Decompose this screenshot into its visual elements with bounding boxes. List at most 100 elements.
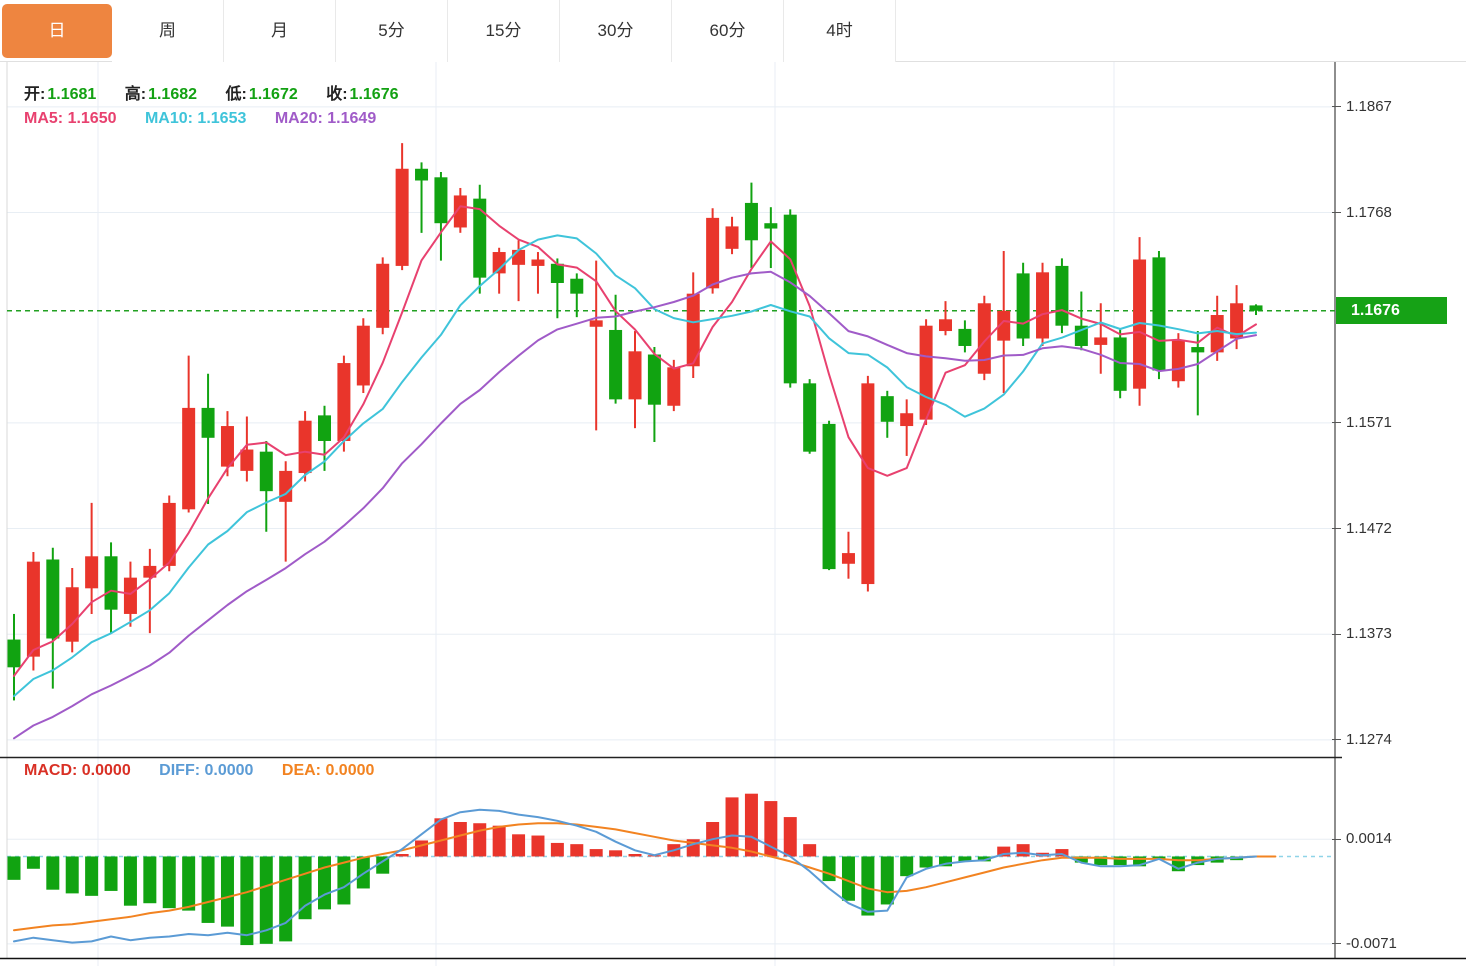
candle-body xyxy=(803,383,817,452)
ohlc-open: 开: 1.1681 xyxy=(24,86,96,103)
macd-histogram-bar xyxy=(783,817,797,857)
macd-axis-label-tickmark xyxy=(1332,838,1341,840)
macd-histogram-bar xyxy=(104,856,118,891)
macd-histogram-bar xyxy=(589,849,603,857)
candle-body xyxy=(861,383,875,585)
candle-body xyxy=(415,168,429,181)
macd-histogram-bar xyxy=(803,844,817,857)
open-value: 1.1681 xyxy=(47,86,97,103)
price-axis-label: 1.1867 xyxy=(1346,97,1392,115)
macd-histogram-bar xyxy=(26,856,40,869)
tab-60min[interactable]: 60分 xyxy=(672,0,784,62)
candle-body xyxy=(958,328,972,346)
candle-body xyxy=(1016,273,1030,339)
tab-5min[interactable]: 5分 xyxy=(336,0,448,62)
ma10-label: MA10: xyxy=(144,110,193,127)
macd-histogram-bar xyxy=(356,856,370,889)
candle-body xyxy=(356,325,370,386)
candle-body xyxy=(1230,303,1244,339)
macd-label: MACD: xyxy=(24,762,78,779)
candle-body xyxy=(492,252,506,274)
candle-body xyxy=(85,556,99,589)
candle-body xyxy=(162,502,176,566)
candle-body xyxy=(706,217,720,289)
diff-label: DIFF: xyxy=(159,762,201,779)
ohlc-close: 收: 1.1676 xyxy=(326,86,398,103)
price-axis-label: 1.1768 xyxy=(1346,203,1392,221)
ohlc-low: 低: 1.1672 xyxy=(225,86,297,103)
current-price-badge: 1.1676 xyxy=(1336,297,1447,325)
macd-histogram-bar xyxy=(415,840,429,857)
macd-histogram-bar xyxy=(997,846,1011,857)
ohlc-high: 高: 1.1682 xyxy=(125,86,197,103)
candle-body xyxy=(686,293,700,367)
candle-body xyxy=(939,319,952,332)
price-axis-label: 1.1472 xyxy=(1346,519,1392,537)
candle-body xyxy=(1152,257,1166,371)
candle-body xyxy=(900,413,914,427)
diff-value: 0.0000 xyxy=(204,762,254,779)
open-label: 开: xyxy=(24,86,46,103)
candle-body xyxy=(473,198,487,278)
macd-histogram-bar xyxy=(725,797,739,857)
high-value: 1.1682 xyxy=(148,86,198,103)
tab-day[interactable]: 日 xyxy=(2,4,112,58)
candle-body xyxy=(104,556,118,610)
candle-body xyxy=(1133,259,1147,389)
macd-histogram-bar xyxy=(143,856,157,904)
macd-histogram-bar xyxy=(861,856,875,916)
close-label: 收: xyxy=(326,86,348,103)
price-axis-label: 1.1274 xyxy=(1346,730,1392,748)
macd-histogram-bar xyxy=(337,856,351,905)
candle-body xyxy=(628,351,642,400)
macd-histogram-bar xyxy=(550,842,564,857)
macd-axis-label: 0.0014 xyxy=(1346,830,1392,848)
tab-15min[interactable]: 15分 xyxy=(448,0,560,62)
macd-histogram-bar xyxy=(570,844,584,857)
tab-week[interactable]: 周 xyxy=(112,0,224,62)
macd-histogram-bar xyxy=(1094,856,1108,866)
candle-body xyxy=(201,407,215,438)
candle-body xyxy=(182,407,196,510)
macd-histogram-bar xyxy=(939,856,952,867)
tab-4hour[interactable]: 4时 xyxy=(784,0,896,62)
ma20-value: 1.1649 xyxy=(327,110,377,127)
macd-histogram-bar xyxy=(1113,856,1127,866)
macd-histogram-bar xyxy=(376,856,390,874)
candle-body xyxy=(453,195,467,228)
price-axis-label: 1.1571 xyxy=(1346,413,1392,431)
candle-body xyxy=(46,559,60,639)
candle-body xyxy=(550,263,564,283)
macd-histogram-bar xyxy=(512,834,526,857)
macd-histogram-bar xyxy=(65,856,79,894)
candle-body xyxy=(880,396,894,422)
high-label: 高: xyxy=(124,86,147,103)
ma5-label: MA5: xyxy=(24,110,64,127)
macd-histogram-bar xyxy=(492,825,506,857)
candle-body xyxy=(7,639,21,668)
tab-30min[interactable]: 30分 xyxy=(560,0,672,62)
candle-body xyxy=(647,354,661,405)
macd-histogram-bar xyxy=(220,856,234,927)
macd-axis-label-tickmark xyxy=(1332,943,1341,945)
macd-histogram-bar xyxy=(880,856,894,905)
current-price-value: 1.1676 xyxy=(1351,302,1400,320)
low-value: 1.1672 xyxy=(248,86,298,103)
macd-value: 0.0000 xyxy=(81,762,131,779)
candle-body xyxy=(259,451,273,492)
diff-line xyxy=(13,808,1257,944)
tab-month[interactable]: 月 xyxy=(224,0,336,62)
ma5-line xyxy=(13,205,1257,677)
ma20-label: MA20: xyxy=(274,110,323,127)
candle-body xyxy=(1055,265,1069,326)
macd-histogram-bar xyxy=(841,856,855,901)
macd-histogram-bar xyxy=(7,856,21,880)
candle-body xyxy=(1171,340,1185,382)
timeframe-tabbar: 日周月 5分 15分 30分 60分 4时 xyxy=(0,0,1466,62)
dea-label: DEA: xyxy=(281,762,321,779)
ma5-value: 1.1650 xyxy=(67,110,117,127)
macd-histogram-bar xyxy=(900,856,914,877)
macd-histogram-bar xyxy=(1016,844,1030,857)
